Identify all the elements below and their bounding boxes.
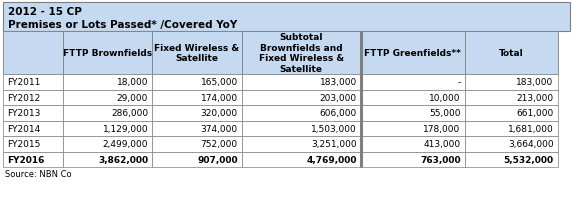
Bar: [242, 75, 361, 90]
Bar: [361, 152, 465, 167]
Bar: [242, 32, 361, 75]
Text: 183,000: 183,000: [320, 78, 357, 87]
Text: 320,000: 320,000: [201, 109, 238, 118]
Bar: [465, 90, 558, 105]
Bar: [361, 136, 465, 152]
Text: 55,000: 55,000: [429, 109, 461, 118]
Bar: [152, 90, 242, 105]
Text: 165,000: 165,000: [201, 78, 238, 87]
Bar: [242, 152, 361, 167]
Bar: [152, 75, 242, 90]
Bar: [3, 3, 570, 32]
Bar: [361, 105, 465, 121]
Bar: [3, 105, 62, 121]
Bar: [152, 152, 242, 167]
Text: 213,000: 213,000: [516, 93, 554, 102]
Bar: [361, 121, 465, 136]
Bar: [465, 32, 558, 75]
Text: FY2012: FY2012: [7, 93, 40, 102]
Text: 1,681,000: 1,681,000: [508, 124, 554, 133]
Bar: [361, 32, 465, 75]
Text: FY2015: FY2015: [7, 140, 40, 149]
Bar: [62, 121, 152, 136]
Text: 763,000: 763,000: [420, 155, 461, 164]
Text: 203,000: 203,000: [320, 93, 357, 102]
Text: Premises or Lots Passed* /Covered YoY: Premises or Lots Passed* /Covered YoY: [8, 20, 237, 30]
Text: FY2013: FY2013: [7, 109, 40, 118]
Bar: [3, 121, 62, 136]
Text: 413,000: 413,000: [423, 140, 461, 149]
Text: 661,000: 661,000: [516, 109, 554, 118]
Text: 1,503,000: 1,503,000: [311, 124, 357, 133]
Bar: [3, 136, 62, 152]
Bar: [3, 152, 62, 167]
Bar: [3, 90, 62, 105]
Text: FTTP Greenfields**: FTTP Greenfields**: [364, 49, 461, 58]
Text: 752,000: 752,000: [201, 140, 238, 149]
Bar: [152, 32, 242, 75]
Bar: [465, 105, 558, 121]
Text: 2,499,000: 2,499,000: [103, 140, 148, 149]
Text: 3,862,000: 3,862,000: [98, 155, 148, 164]
Text: 374,000: 374,000: [201, 124, 238, 133]
Bar: [242, 121, 361, 136]
Text: 178,000: 178,000: [423, 124, 461, 133]
Bar: [242, 90, 361, 105]
Text: 18,000: 18,000: [117, 78, 148, 87]
Text: 1,129,000: 1,129,000: [103, 124, 148, 133]
Text: 3,664,000: 3,664,000: [508, 140, 554, 149]
Bar: [62, 152, 152, 167]
Text: FY2011: FY2011: [7, 78, 40, 87]
Text: 174,000: 174,000: [201, 93, 238, 102]
Bar: [465, 152, 558, 167]
Text: FY2016: FY2016: [7, 155, 44, 164]
Bar: [152, 121, 242, 136]
Bar: [62, 136, 152, 152]
Text: FTTP Brownfields: FTTP Brownfields: [63, 49, 152, 58]
Bar: [361, 75, 465, 90]
Text: 286,000: 286,000: [111, 109, 148, 118]
Text: 10,000: 10,000: [429, 93, 461, 102]
Bar: [62, 105, 152, 121]
Text: 183,000: 183,000: [516, 78, 554, 87]
Text: Subtotal
Brownfields and
Fixed Wireless &
Satellite: Subtotal Brownfields and Fixed Wireless …: [258, 33, 344, 73]
Bar: [3, 75, 62, 90]
Text: 2012 - 15 CP: 2012 - 15 CP: [8, 7, 82, 17]
Text: Fixed Wireless &
Satellite: Fixed Wireless & Satellite: [154, 44, 240, 63]
Text: FY2014: FY2014: [7, 124, 40, 133]
Bar: [152, 105, 242, 121]
Text: -: -: [457, 78, 461, 87]
Text: Total: Total: [499, 49, 523, 58]
Text: 5,532,000: 5,532,000: [504, 155, 554, 164]
Bar: [465, 136, 558, 152]
Bar: [361, 90, 465, 105]
Bar: [242, 136, 361, 152]
Text: 3,251,000: 3,251,000: [311, 140, 357, 149]
Bar: [465, 121, 558, 136]
Bar: [62, 32, 152, 75]
Text: Source: NBN Co: Source: NBN Co: [5, 169, 72, 178]
Bar: [62, 90, 152, 105]
Text: 29,000: 29,000: [117, 93, 148, 102]
Bar: [465, 75, 558, 90]
Bar: [152, 136, 242, 152]
Bar: [62, 75, 152, 90]
Text: 606,000: 606,000: [320, 109, 357, 118]
Text: 4,769,000: 4,769,000: [307, 155, 357, 164]
Bar: [3, 32, 62, 75]
Bar: [242, 105, 361, 121]
Text: 907,000: 907,000: [197, 155, 238, 164]
